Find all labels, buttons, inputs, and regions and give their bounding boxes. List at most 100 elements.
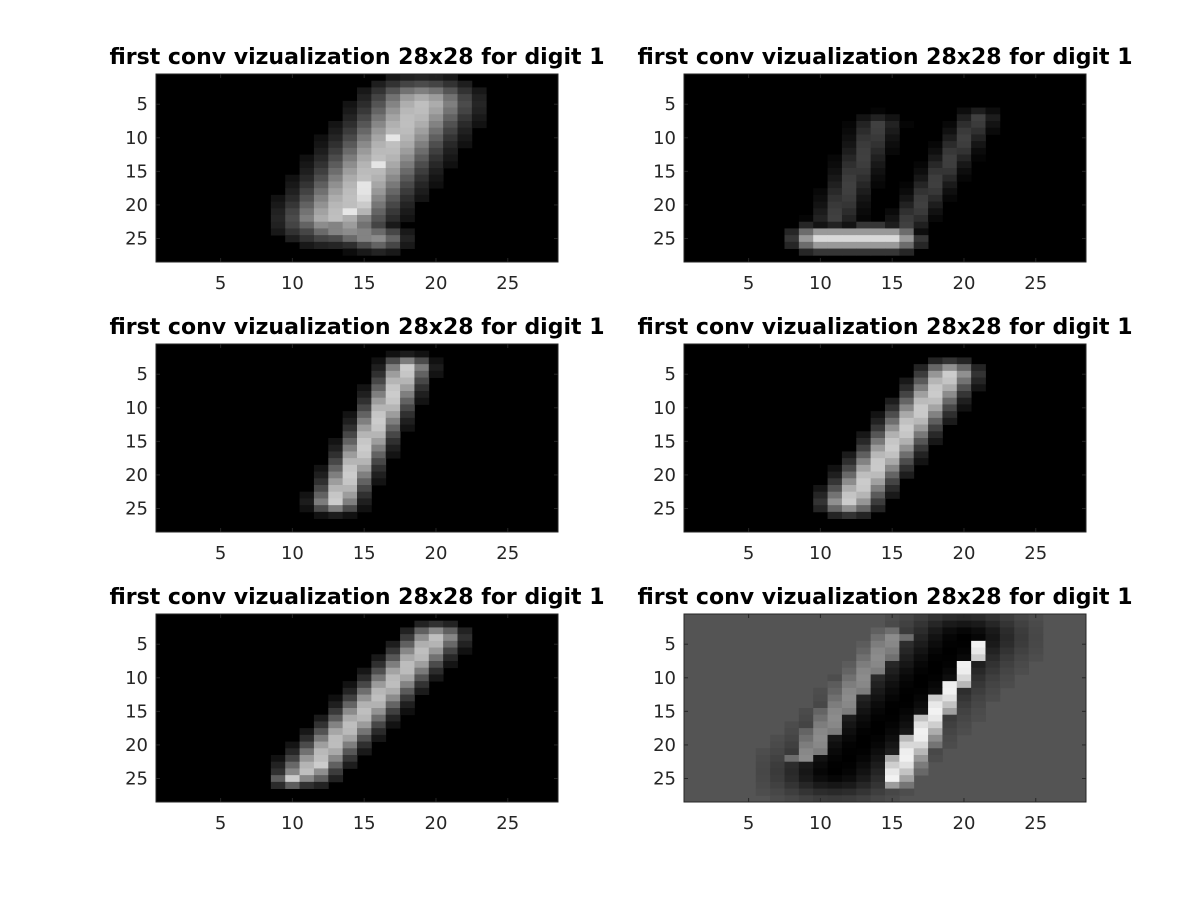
heatmap-cell: [913, 451, 929, 459]
heatmap-cell: [942, 654, 958, 662]
heatmap-cell: [913, 228, 929, 236]
heatmap-cell: [471, 114, 487, 122]
heatmap-cell: [870, 417, 886, 425]
heatmap-cell: [942, 391, 958, 399]
heatmap-cell: [371, 661, 387, 669]
heatmap-cell: [371, 221, 387, 229]
heatmap-cell: [913, 384, 929, 392]
heatmap-cell: [385, 114, 401, 122]
heatmap-cell: [1028, 647, 1044, 655]
heatmap-cell: [885, 485, 900, 493]
heatmap-cell: [385, 694, 401, 702]
x-tick-label: 20: [425, 813, 448, 834]
heatmap-cell: [270, 194, 286, 202]
heatmap-cell: [956, 634, 972, 642]
heatmap-cell: [798, 228, 814, 236]
heatmap-cell: [1014, 614, 1029, 622]
heatmap-cell: [755, 748, 771, 756]
heatmap-cell: [956, 681, 972, 689]
heatmap-cell: [813, 188, 828, 196]
heatmap-cell: [414, 654, 430, 662]
heatmap-cell: [299, 174, 315, 182]
heatmap-cell: [856, 741, 872, 749]
heatmap-cell: [385, 404, 401, 412]
heatmap-cell: [856, 748, 872, 756]
heatmap-cell: [414, 357, 430, 365]
heatmap-cell: [841, 661, 857, 669]
heatmap-cell: [770, 781, 785, 789]
heatmap-cell: [784, 761, 800, 769]
heatmap-cell: [942, 714, 958, 722]
heatmap-cell: [899, 748, 915, 756]
heatmap-cell: [827, 775, 843, 783]
y-tick-label: 25: [125, 229, 148, 250]
heatmap-cell: [827, 201, 843, 209]
heatmap-cell: [942, 614, 958, 622]
heatmap-cell: [400, 107, 415, 115]
heatmap-cell: [755, 781, 771, 789]
heatmap-cell: [899, 235, 915, 243]
heatmap-cell: [899, 391, 915, 399]
heatmap-cell: [299, 775, 315, 783]
heatmap-cell: [856, 208, 872, 216]
heatmap-cell: [942, 121, 958, 129]
axes-frame: [683, 613, 1087, 803]
panel-4: 5 10 15 20 25 5 10 15 20 25 first conv vizualizati…: [638, 315, 1133, 564]
heatmap-cell: [827, 681, 843, 689]
heatmap-cell: [357, 498, 372, 506]
heatmap-cell: [942, 154, 958, 162]
heatmap-cell: [798, 721, 814, 729]
heatmap-cell: [371, 681, 387, 689]
heatmap-cell: [971, 674, 986, 682]
heatmap-cell: [813, 687, 828, 695]
heatmap-cell: [813, 714, 828, 722]
heatmap-cell: [1014, 627, 1029, 635]
heatmap-cell: [985, 694, 1001, 702]
heatmap-cell: [357, 694, 372, 702]
heatmap-cell: [913, 654, 929, 662]
heatmap-cell: [313, 478, 329, 486]
heatmap-cell: [285, 741, 300, 749]
heatmap-cell: [856, 147, 872, 155]
heatmap-cell: [956, 687, 972, 695]
heatmap-cell: [841, 694, 857, 702]
heatmap-cell: [342, 411, 358, 419]
heatmap-cell: [870, 154, 886, 162]
heatmap-cell: [913, 370, 929, 378]
heatmap-cell: [414, 667, 430, 675]
heatmap-cell: [270, 221, 286, 229]
heatmap-cell: [414, 634, 430, 642]
heatmap-cell: [371, 728, 387, 736]
heatmap-cell: [827, 154, 843, 162]
heatmap-cell: [357, 188, 372, 196]
x-tick-label: 20: [425, 543, 448, 564]
heatmap-cell: [827, 768, 843, 776]
heatmap-cell: [414, 87, 430, 95]
heatmap-cell: [414, 384, 430, 392]
heatmap-cells: [299, 350, 444, 519]
heatmap-cell: [827, 491, 843, 499]
heatmap-cell: [928, 634, 943, 642]
heatmap-cell: [414, 627, 430, 635]
heatmap-cell: [385, 654, 401, 662]
heatmap-cell: [400, 708, 415, 716]
heatmap-cell: [357, 424, 372, 432]
heatmap-cell: [342, 424, 358, 432]
heatmap-cell: [928, 188, 943, 196]
heatmap-cell: [999, 667, 1015, 675]
heatmap-cell: [443, 640, 458, 648]
heatmap-cell: [971, 141, 986, 149]
heatmap-cell: [357, 464, 372, 472]
heatmap-cell: [999, 634, 1015, 642]
heatmap-cell: [856, 661, 872, 669]
heatmap-cell: [899, 681, 915, 689]
heatmap-cell: [414, 377, 430, 385]
heatmap-cell: [385, 391, 401, 399]
heatmap-cell: [285, 208, 300, 216]
heatmap-cell: [827, 464, 843, 472]
heatmap-cell: [899, 241, 915, 249]
heatmap-cell: [942, 141, 958, 149]
heatmap-cell: [342, 248, 358, 256]
heatmap-cell: [414, 687, 430, 695]
y-tick-label: 25: [653, 229, 676, 250]
